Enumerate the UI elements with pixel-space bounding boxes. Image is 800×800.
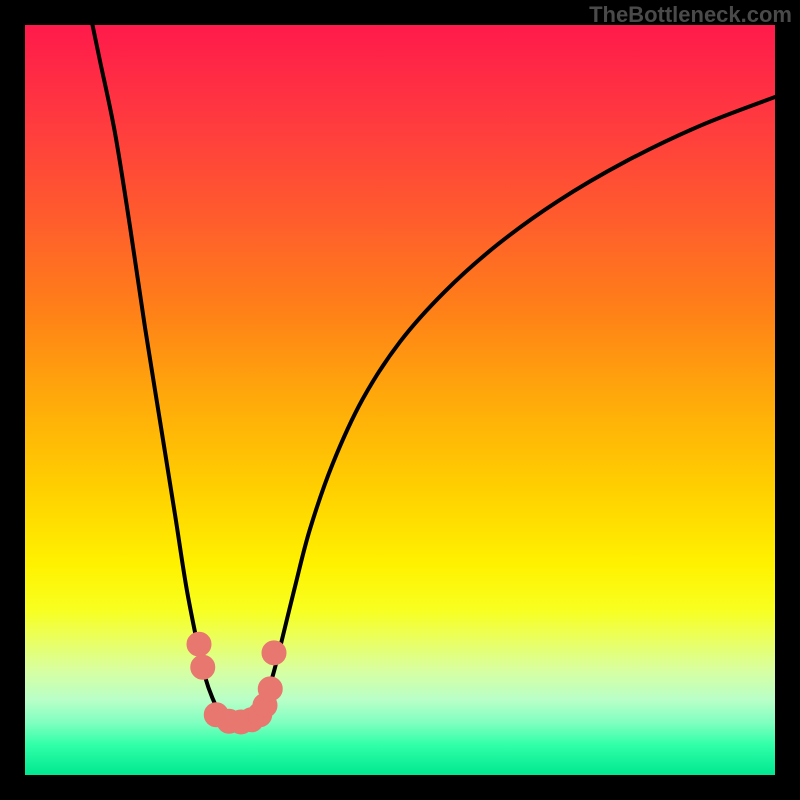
data-marker	[187, 632, 211, 656]
gradient-background	[25, 25, 775, 775]
data-marker	[262, 641, 286, 665]
bottleneck-chart	[0, 0, 800, 800]
watermark-text: TheBottleneck.com	[589, 2, 792, 28]
data-marker	[191, 655, 215, 679]
data-marker	[258, 677, 282, 701]
chart-container: { "image": { "width": 800, "height": 800…	[0, 0, 800, 800]
